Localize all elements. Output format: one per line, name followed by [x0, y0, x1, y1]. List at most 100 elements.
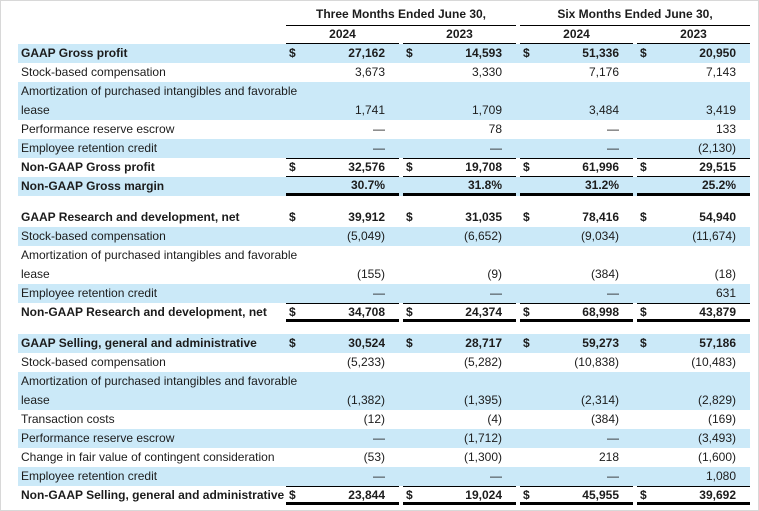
value-text: 14,593	[465, 46, 502, 60]
table-row: Employee retention credit — — — 631	[18, 284, 750, 303]
value-text: 39,912	[348, 210, 385, 224]
value-cell: (1,600)	[637, 448, 750, 467]
value-text: (155)	[356, 267, 385, 281]
value-text: 31,035	[465, 210, 502, 224]
value-cell: —	[403, 467, 516, 486]
dollar-sign: $	[523, 305, 530, 319]
value-text: —	[373, 431, 385, 445]
dollar-sign: $	[640, 46, 647, 60]
value-text: 68,998	[582, 305, 619, 319]
row-label: GAAP Gross profit	[18, 44, 282, 63]
row-label: Non-GAAP Gross margin	[18, 177, 282, 196]
row-label-text: Amortization of purchased intangibles an…	[21, 84, 298, 98]
value-text: (3,493)	[697, 431, 736, 445]
value-text: —	[373, 469, 385, 483]
value-cell: (2,829)	[637, 391, 750, 410]
value-cell: —	[286, 139, 399, 158]
value-text: 3,484	[588, 103, 619, 117]
row-label-text: Amortization of purchased intangibles an…	[21, 374, 298, 388]
value-text: 133	[715, 122, 736, 136]
value-text: 34,708	[348, 305, 385, 319]
value-cell: $19,024	[403, 486, 516, 505]
table-row: Employee retention credit — — — 1,080	[18, 467, 750, 486]
value-cell: $39,692	[637, 486, 750, 505]
value-cell: (53)	[286, 448, 399, 467]
value-text: (1,600)	[697, 450, 736, 464]
dollar-sign: $	[640, 210, 647, 224]
value-text: (1,300)	[463, 450, 502, 464]
value-cell: $24,374	[403, 303, 516, 322]
header-year: 2024	[520, 26, 633, 44]
row-label-text: Stock-based compensation	[21, 355, 166, 369]
table-row: Transaction costs (12) (4) (384) (169)	[18, 410, 750, 429]
section-spacer	[18, 322, 750, 334]
value-cell: $68,998	[520, 303, 633, 322]
value-text: (4)	[487, 412, 502, 426]
value-cell: $57,186	[637, 334, 750, 353]
row-label-text: GAAP Research and development, net	[21, 210, 240, 224]
dollar-sign: $	[406, 305, 413, 319]
value-cell: $51,336	[520, 44, 633, 63]
row-label-text: Employee retention credit	[21, 286, 158, 300]
value-cell: $30,524	[286, 334, 399, 353]
value-cell: $29,515	[637, 158, 750, 177]
value-cell: $43,879	[637, 303, 750, 322]
value-text: —	[373, 122, 385, 136]
row-label-text: Non-GAAP Selling, general and administra…	[21, 488, 285, 502]
row-label-text: Stock-based compensation	[21, 229, 166, 243]
value-cell: —	[403, 139, 516, 158]
value-text: 45,955	[582, 488, 619, 502]
value-cell: (384)	[520, 265, 633, 284]
value-cell: —	[520, 139, 633, 158]
value-text: 7,176	[588, 65, 619, 79]
value-cell: $28,717	[403, 334, 516, 353]
value-cell: 7,176	[520, 63, 633, 82]
value-text: 27,162	[348, 46, 385, 60]
value-cell: 30.7%	[286, 177, 399, 196]
table-row: Employee retention credit — — — (2,130)	[18, 139, 750, 158]
header-year: 2023	[403, 26, 516, 44]
row-label-text: Stock-based compensation	[21, 65, 166, 79]
table-row: Amortization of purchased intangibles an…	[18, 246, 750, 284]
section-spacer	[18, 196, 750, 208]
value-cell: 3,330	[403, 63, 516, 82]
value-text: (9,034)	[580, 229, 619, 243]
table-row: Non-GAAP Gross profit $32,576 $19,708 $61,9…	[18, 158, 750, 177]
dollar-sign: $	[523, 488, 530, 502]
row-label: Employee retention credit	[18, 139, 282, 158]
dollar-sign: $	[289, 305, 296, 319]
value-text: —	[607, 286, 619, 300]
value-text: 218	[598, 450, 619, 464]
row-label: Performance reserve escrow	[18, 120, 282, 139]
value-cell: 31.2%	[520, 177, 633, 196]
value-text: 20,950	[699, 46, 736, 60]
row-label: Employee retention credit	[18, 284, 282, 303]
value-cell: (2,130)	[637, 139, 750, 158]
value-text: —	[490, 286, 502, 300]
dollar-sign: $	[523, 46, 530, 60]
header-year-row: 2024 2023 2024 2023	[18, 26, 750, 44]
dollar-sign: $	[289, 336, 296, 350]
value-cell: $45,955	[520, 486, 633, 505]
row-label-text: Performance reserve escrow	[21, 122, 175, 136]
value-cell: $78,416	[520, 208, 633, 227]
row-label-text: Non-GAAP Gross profit	[21, 160, 155, 174]
value-cell: (384)	[520, 410, 633, 429]
dollar-sign: $	[406, 160, 413, 174]
value-text: (18)	[714, 267, 736, 281]
value-cell: 7,143	[637, 63, 750, 82]
table-row: GAAP Research and development, net $39,91…	[18, 208, 750, 227]
value-cell: 31.8%	[403, 177, 516, 196]
value-text: 3,419	[705, 103, 736, 117]
value-cell: (10,483)	[637, 353, 750, 372]
value-text: 51,336	[582, 46, 619, 60]
value-cell: 3,484	[520, 101, 633, 120]
value-text: —	[607, 141, 619, 155]
table-body: GAAP Gross profit $27,162 $14,593 $51,336 $2…	[18, 44, 750, 505]
value-cell: $54,940	[637, 208, 750, 227]
value-cell: (4)	[403, 410, 516, 429]
table-row: GAAP Gross profit $27,162 $14,593 $51,336 $2…	[18, 44, 750, 63]
value-cell: $34,708	[286, 303, 399, 322]
row-label: Amortization of purchased intangibles an…	[18, 372, 298, 410]
